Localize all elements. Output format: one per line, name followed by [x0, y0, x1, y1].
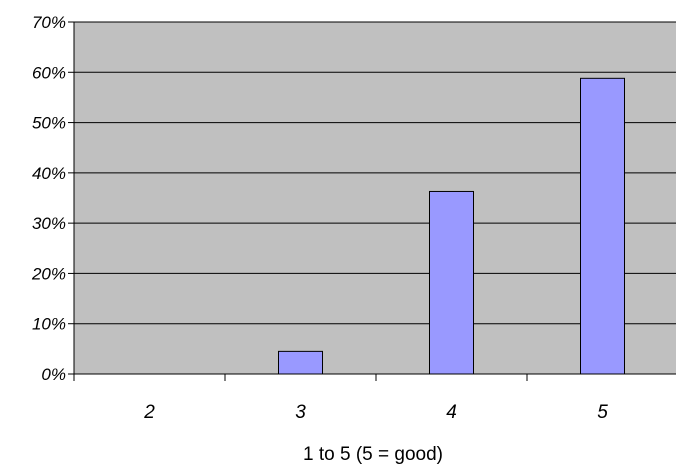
- plot-area: [74, 22, 676, 374]
- y-tick-label: 70%: [32, 13, 66, 32]
- y-tick-label: 10%: [32, 315, 66, 334]
- y-tick-label: 60%: [32, 63, 66, 82]
- y-tick-label: 30%: [32, 214, 66, 233]
- y-tick-label: 20%: [31, 264, 66, 283]
- bars: [278, 77, 625, 375]
- x-tick-label: 2: [143, 402, 155, 423]
- bar-4: [429, 190, 474, 375]
- y-tick-label: 0%: [41, 365, 66, 384]
- gridlines: [74, 21, 676, 325]
- bar-5: [580, 77, 625, 375]
- bar-3: [278, 350, 323, 375]
- axes: [68, 21, 676, 381]
- y-tick-labels: 0% 10% 20% 30% 40% 50% 60% 70%: [31, 13, 66, 384]
- x-tick-labels: 2 3 4 5: [143, 402, 608, 423]
- y-tick-label: 40%: [32, 164, 66, 183]
- x-tick-label: 4: [446, 402, 457, 423]
- x-tick-label: 5: [597, 402, 608, 423]
- x-axis-title: 1 to 5 (5 = good): [303, 444, 443, 465]
- y-tick-label: 50%: [32, 114, 66, 133]
- x-tick-label: 3: [295, 402, 306, 423]
